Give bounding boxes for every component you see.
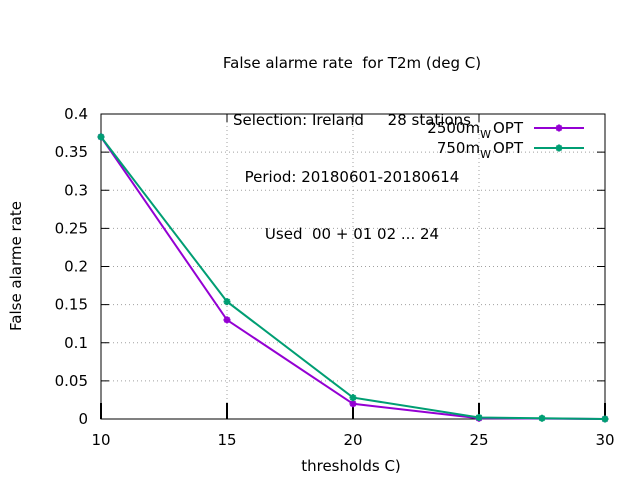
grid xyxy=(101,114,605,419)
series-line xyxy=(100,136,606,420)
legend-suffix: OPT xyxy=(493,119,524,137)
data-point xyxy=(538,414,546,422)
plot-frame xyxy=(100,113,606,420)
legend-entry-0: 2500mW OPT xyxy=(427,119,584,141)
y-axis-title: False alarme rate xyxy=(7,201,25,331)
tick-labels: 0 0.05 0.1 0.15 0.2 0.25 0.3 0.35 0.4 10 15 20 25 30 xyxy=(55,105,615,449)
data-point xyxy=(223,316,231,324)
legend-marker xyxy=(555,124,563,132)
data-point xyxy=(475,413,483,421)
data-point xyxy=(97,133,105,141)
series-0 xyxy=(97,133,609,423)
y-tick-label: 0.1 xyxy=(64,334,88,352)
y-tick-label: 0.35 xyxy=(55,143,88,161)
title-line-1: False alarme rate for T2m (deg C) xyxy=(222,54,482,72)
x-tick-label: 25 xyxy=(469,431,488,449)
chart-title: False alarme rate for T2m (deg C) Select… xyxy=(0,16,640,263)
y-tick-label: 0.05 xyxy=(55,372,88,390)
series xyxy=(97,133,609,423)
series-1 xyxy=(97,133,609,423)
title-line-3: Period: 20180601-20180614 xyxy=(244,168,460,186)
legend-label: 2500mW OPT xyxy=(427,119,524,141)
legend-marker xyxy=(555,144,563,152)
legend-subscript: W xyxy=(480,128,491,141)
legend-suffix: OPT xyxy=(493,139,524,157)
data-point xyxy=(601,415,609,423)
data-point xyxy=(349,400,357,408)
x-tick-label: 15 xyxy=(217,431,236,449)
title-line-4: Used 00 + 01 02 ... 24 xyxy=(264,225,440,243)
y-tick-label: 0 xyxy=(78,410,88,428)
y-tick-label: 0.15 xyxy=(55,296,88,314)
legend-name: 750m xyxy=(437,139,480,157)
data-point xyxy=(349,394,357,402)
series-line xyxy=(100,136,606,420)
y-tick-label: 0.2 xyxy=(64,258,88,276)
data-point xyxy=(223,298,231,306)
x-tick-label: 20 xyxy=(343,431,362,449)
y-tick-label: 0.4 xyxy=(64,105,88,123)
x-axis-title: thresholds C) xyxy=(301,457,401,475)
legend-entry-1: 750mW OPT xyxy=(437,139,584,161)
y-tick-label: 0.3 xyxy=(64,181,88,199)
y-tick-label: 0.25 xyxy=(55,219,88,237)
x-tick-label: 30 xyxy=(595,431,614,449)
title-line-2: Selection: Ireland 28 stations xyxy=(233,111,471,129)
legend-label: 750mW OPT xyxy=(437,139,524,161)
x-tick-label: 10 xyxy=(91,431,110,449)
legend-subscript: W xyxy=(480,148,491,161)
legend-name: 2500m xyxy=(427,119,480,137)
